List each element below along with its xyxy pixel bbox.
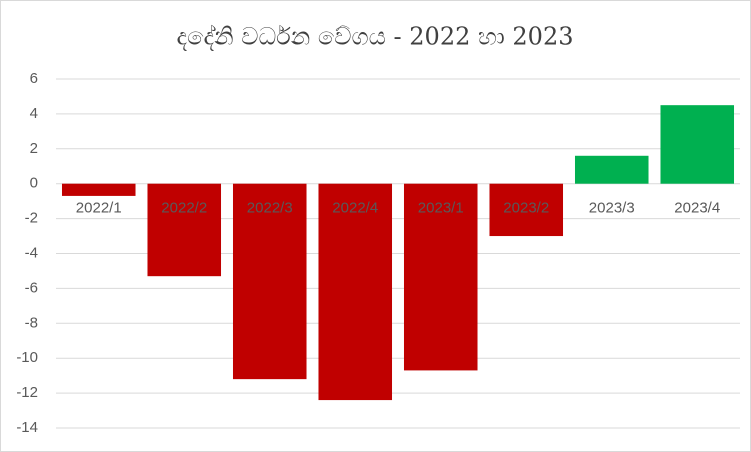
x-tick-label: 2023/3 bbox=[589, 200, 635, 217]
y-tick-label: -10 bbox=[16, 349, 38, 366]
bar bbox=[403, 183, 478, 371]
y-tick-label: -8 bbox=[25, 314, 38, 331]
x-tick-label: 2023/2 bbox=[503, 200, 549, 217]
x-tick-label: 2023/1 bbox=[418, 200, 464, 217]
y-tick-label: -6 bbox=[25, 279, 38, 296]
chart-title: දදේනි වර්ධන වේගය - 2022 හා 2023 bbox=[176, 23, 573, 52]
x-tick-label: 2022/4 bbox=[332, 200, 378, 217]
y-tick-label: -14 bbox=[16, 419, 38, 436]
bar bbox=[147, 183, 222, 277]
y-tick-label: -12 bbox=[16, 384, 38, 401]
y-tick-label: -2 bbox=[25, 210, 38, 227]
x-tick-label: 2023/4 bbox=[674, 200, 720, 217]
y-tick-label: 4 bbox=[30, 105, 38, 122]
x-tick-label: 2022/1 bbox=[76, 200, 122, 217]
bar bbox=[574, 155, 649, 184]
y-tick-label: 0 bbox=[30, 175, 38, 192]
bar bbox=[318, 183, 393, 401]
bar bbox=[660, 105, 735, 184]
x-tick-label: 2022/2 bbox=[161, 200, 207, 217]
y-tick-label: -4 bbox=[25, 244, 38, 261]
y-tick-label: 2 bbox=[30, 140, 38, 157]
y-tick-label: 6 bbox=[30, 70, 38, 87]
bar bbox=[61, 183, 136, 196]
bar bbox=[232, 183, 307, 380]
bar bbox=[489, 183, 564, 237]
x-tick-label: 2022/3 bbox=[247, 200, 293, 217]
